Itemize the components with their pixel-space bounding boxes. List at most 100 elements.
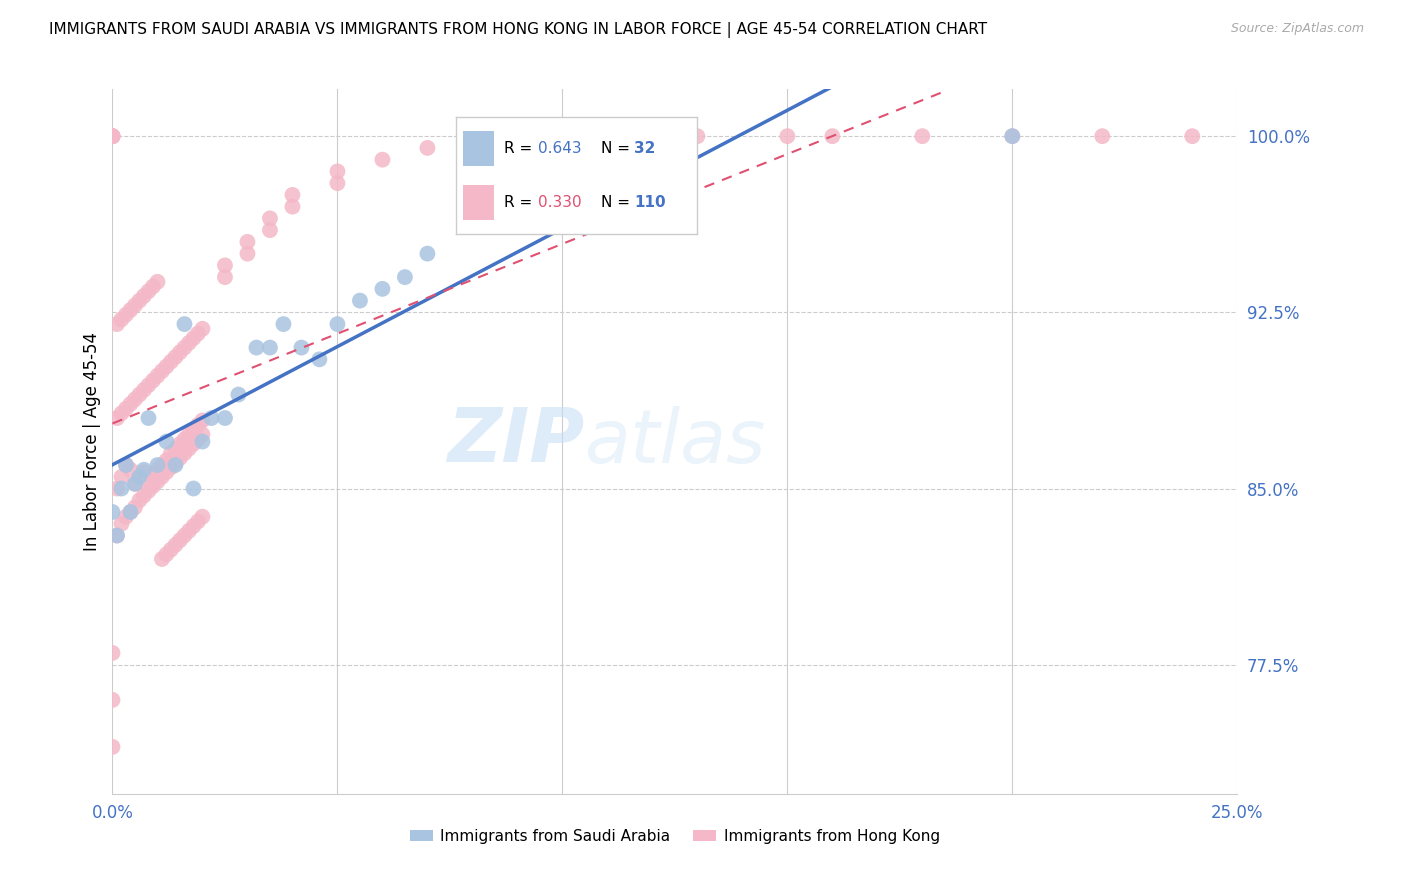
- Point: [124, 392, 146, 407]
- Point: [124, 298, 146, 312]
- Point: [281, 200, 304, 214]
- Text: ZIP: ZIP: [447, 405, 585, 478]
- Point: [214, 270, 236, 285]
- Point: [416, 141, 439, 155]
- Point: [120, 463, 142, 477]
- Point: [155, 359, 177, 374]
- Point: [245, 341, 267, 355]
- Point: [187, 432, 209, 446]
- Point: [776, 129, 799, 144]
- Point: [115, 458, 138, 472]
- Point: [191, 427, 214, 442]
- Point: [128, 293, 150, 308]
- Point: [155, 465, 177, 479]
- Point: [120, 505, 142, 519]
- Point: [183, 423, 205, 437]
- Point: [146, 458, 169, 472]
- Point: [1001, 129, 1024, 144]
- Point: [155, 434, 177, 449]
- Point: [326, 164, 349, 178]
- Point: [308, 352, 330, 367]
- Point: [228, 387, 250, 401]
- Point: [214, 259, 236, 273]
- Point: [115, 509, 138, 524]
- Point: [146, 275, 169, 289]
- Point: [551, 129, 574, 144]
- Point: [165, 442, 187, 456]
- Point: [326, 317, 349, 331]
- Point: [177, 442, 200, 456]
- Point: [128, 470, 150, 484]
- Point: [101, 505, 124, 519]
- Point: [160, 446, 183, 460]
- Point: [115, 401, 138, 416]
- Point: [173, 446, 195, 460]
- Point: [101, 646, 124, 660]
- Point: [911, 129, 934, 144]
- Point: [150, 364, 173, 378]
- Point: [326, 176, 349, 190]
- Legend: Immigrants from Saudi Arabia, Immigrants from Hong Kong: Immigrants from Saudi Arabia, Immigrants…: [404, 822, 946, 850]
- Point: [128, 470, 150, 484]
- Y-axis label: In Labor Force | Age 45-54: In Labor Force | Age 45-54: [83, 332, 101, 551]
- Point: [142, 279, 165, 293]
- Text: Source: ZipAtlas.com: Source: ZipAtlas.com: [1230, 22, 1364, 36]
- Point: [506, 200, 529, 214]
- Point: [686, 129, 709, 144]
- Point: [110, 312, 132, 326]
- Point: [105, 317, 128, 331]
- Point: [177, 524, 200, 538]
- Point: [124, 476, 146, 491]
- Point: [120, 397, 142, 411]
- Point: [183, 519, 205, 533]
- Point: [138, 284, 160, 298]
- Point: [146, 463, 169, 477]
- Point: [183, 331, 205, 345]
- Point: [1091, 129, 1114, 144]
- Point: [128, 493, 150, 508]
- Point: [101, 739, 124, 754]
- Point: [132, 489, 155, 503]
- Point: [169, 533, 191, 548]
- Point: [101, 129, 124, 144]
- Point: [101, 129, 124, 144]
- Point: [115, 458, 138, 472]
- Point: [191, 509, 214, 524]
- Point: [461, 129, 484, 144]
- Point: [349, 293, 371, 308]
- Point: [101, 129, 124, 144]
- Point: [142, 479, 165, 493]
- Point: [128, 387, 150, 401]
- Point: [138, 475, 160, 489]
- Point: [110, 516, 132, 531]
- Point: [1001, 129, 1024, 144]
- Point: [214, 411, 236, 425]
- Point: [259, 223, 281, 237]
- Point: [236, 235, 259, 249]
- Point: [132, 465, 155, 479]
- Point: [110, 406, 132, 420]
- Point: [173, 528, 195, 542]
- Point: [183, 482, 205, 496]
- Point: [105, 411, 128, 425]
- Point: [120, 303, 142, 318]
- Point: [173, 341, 195, 355]
- Point: [132, 463, 155, 477]
- Point: [138, 411, 160, 425]
- Point: [165, 456, 187, 470]
- Point: [259, 211, 281, 226]
- Point: [120, 505, 142, 519]
- Point: [101, 129, 124, 144]
- Point: [281, 188, 304, 202]
- Point: [394, 270, 416, 285]
- Point: [110, 470, 132, 484]
- Point: [821, 129, 844, 144]
- Point: [183, 437, 205, 451]
- Point: [169, 437, 191, 451]
- Point: [138, 378, 160, 392]
- Point: [132, 289, 155, 303]
- Point: [641, 129, 664, 144]
- Point: [191, 322, 214, 336]
- Point: [101, 693, 124, 707]
- Point: [160, 354, 183, 368]
